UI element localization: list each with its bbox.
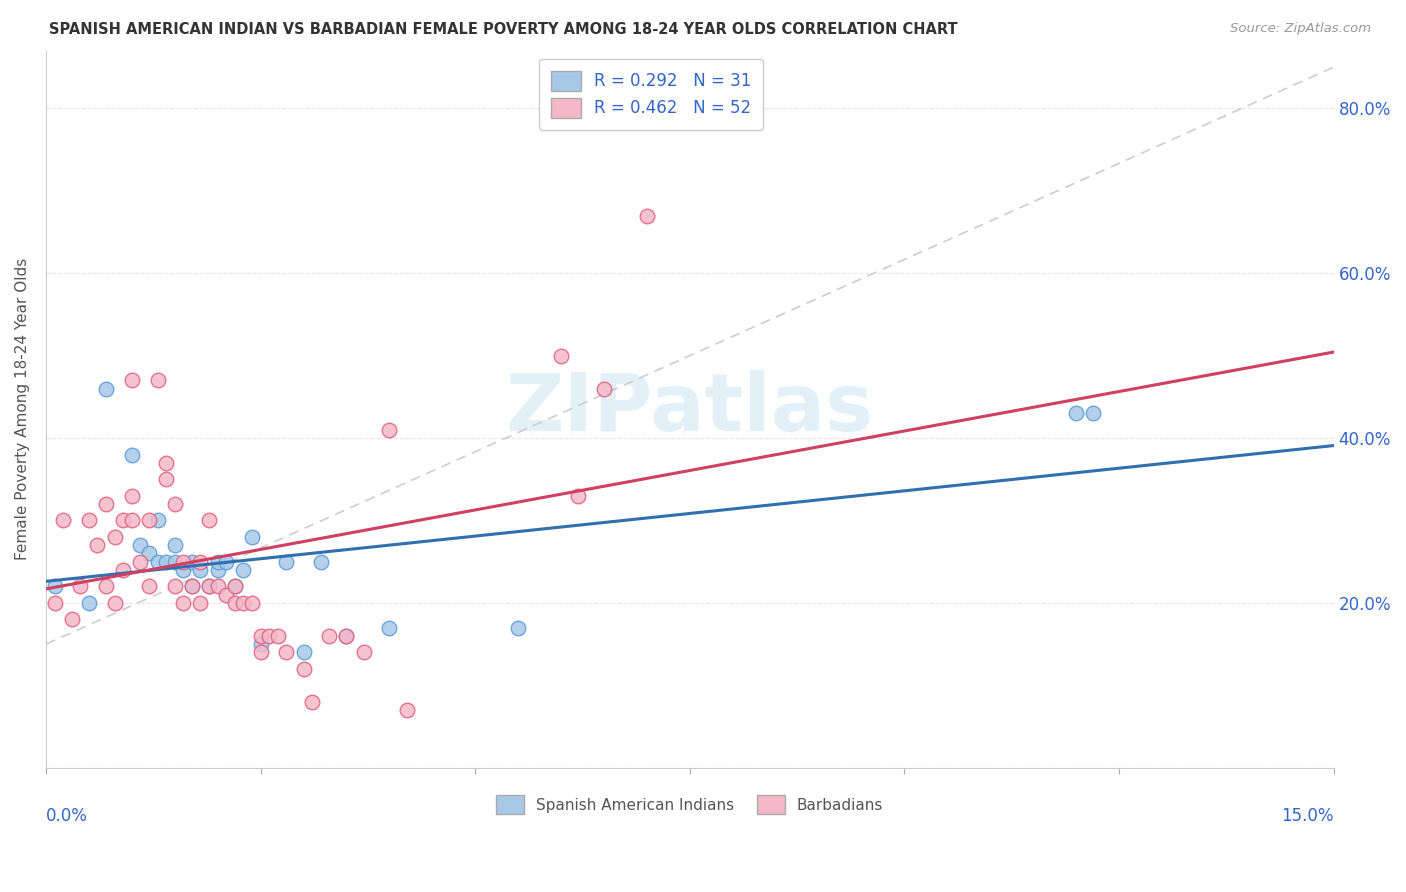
- Text: Source: ZipAtlas.com: Source: ZipAtlas.com: [1230, 22, 1371, 36]
- Point: [155, 472, 177, 486]
- Point: [232, 563, 254, 577]
- Point: [335, 629, 357, 643]
- Point: [146, 513, 169, 527]
- Point: [232, 596, 254, 610]
- Y-axis label: Female Poverty Among 18-24 Year Olds: Female Poverty Among 18-24 Year Olds: [15, 258, 30, 560]
- Point: [77, 513, 100, 527]
- Point: [378, 621, 401, 635]
- Point: [44, 596, 66, 610]
- Point: [129, 538, 152, 552]
- Point: [318, 629, 340, 643]
- Point: [60, 612, 83, 626]
- Point: [121, 489, 143, 503]
- Point: [240, 530, 263, 544]
- Point: [224, 579, 246, 593]
- Point: [44, 579, 66, 593]
- Point: [567, 489, 589, 503]
- Point: [138, 579, 160, 593]
- Point: [94, 497, 117, 511]
- Point: [508, 621, 530, 635]
- Point: [550, 349, 572, 363]
- Point: [249, 645, 271, 659]
- Point: [129, 555, 152, 569]
- Point: [292, 662, 315, 676]
- Point: [121, 513, 143, 527]
- Point: [104, 596, 127, 610]
- Point: [146, 555, 169, 569]
- Point: [121, 448, 143, 462]
- Point: [112, 563, 135, 577]
- Point: [395, 703, 418, 717]
- Point: [163, 497, 186, 511]
- Text: ZIPatlas: ZIPatlas: [506, 370, 875, 448]
- Point: [52, 513, 75, 527]
- Point: [180, 555, 202, 569]
- Text: 15.0%: 15.0%: [1281, 807, 1334, 825]
- Point: [215, 555, 238, 569]
- Point: [267, 629, 290, 643]
- Point: [335, 629, 357, 643]
- Point: [301, 695, 323, 709]
- Point: [86, 538, 108, 552]
- Point: [198, 579, 221, 593]
- Point: [224, 579, 246, 593]
- Point: [172, 596, 194, 610]
- Point: [180, 579, 202, 593]
- Point: [240, 596, 263, 610]
- Point: [249, 637, 271, 651]
- Point: [138, 546, 160, 560]
- Point: [593, 382, 616, 396]
- Point: [104, 530, 127, 544]
- Point: [163, 555, 186, 569]
- Point: [155, 456, 177, 470]
- Text: 0.0%: 0.0%: [46, 807, 87, 825]
- Point: [198, 513, 221, 527]
- Point: [172, 563, 194, 577]
- Point: [69, 579, 91, 593]
- Point: [276, 555, 298, 569]
- Point: [163, 579, 186, 593]
- Text: SPANISH AMERICAN INDIAN VS BARBADIAN FEMALE POVERTY AMONG 18-24 YEAR OLDS CORREL: SPANISH AMERICAN INDIAN VS BARBADIAN FEM…: [49, 22, 957, 37]
- Point: [207, 579, 229, 593]
- Point: [207, 555, 229, 569]
- Point: [94, 579, 117, 593]
- Point: [292, 645, 315, 659]
- Point: [121, 373, 143, 387]
- Point: [138, 513, 160, 527]
- Point: [77, 596, 100, 610]
- Point: [190, 596, 212, 610]
- Point: [1083, 406, 1105, 420]
- Point: [112, 513, 135, 527]
- Point: [94, 382, 117, 396]
- Point: [198, 579, 221, 593]
- Point: [1064, 406, 1087, 420]
- Legend: Spanish American Indians, Barbadians: Spanish American Indians, Barbadians: [485, 785, 894, 824]
- Point: [224, 596, 246, 610]
- Point: [257, 629, 280, 643]
- Point: [190, 563, 212, 577]
- Point: [215, 588, 238, 602]
- Point: [249, 629, 271, 643]
- Point: [276, 645, 298, 659]
- Point: [309, 555, 332, 569]
- Point: [353, 645, 375, 659]
- Point: [146, 373, 169, 387]
- Point: [378, 423, 401, 437]
- Point: [172, 555, 194, 569]
- Point: [163, 538, 186, 552]
- Point: [207, 563, 229, 577]
- Point: [180, 579, 202, 593]
- Point: [155, 555, 177, 569]
- Point: [190, 555, 212, 569]
- Point: [636, 209, 658, 223]
